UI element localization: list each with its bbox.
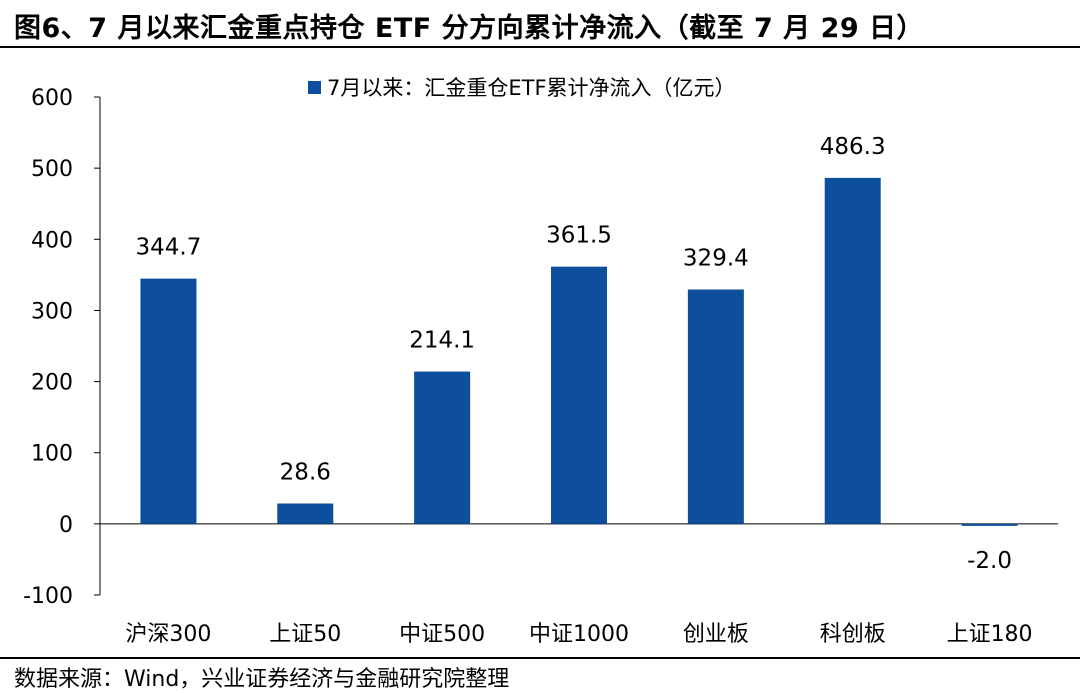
- bar: [687, 289, 744, 524]
- y-tick-label: -100: [23, 584, 73, 609]
- bar: [277, 503, 334, 524]
- y-tick-label: 0: [59, 513, 73, 538]
- x-tick-label: 中证500: [399, 622, 485, 647]
- chart-legend: 7月以来：汇金重仓ETF累计净流入（亿元）: [308, 76, 736, 100]
- x-tick-label: 上证180: [947, 622, 1033, 647]
- bar: [961, 523, 1018, 526]
- bar: [551, 266, 607, 524]
- bar-value-label: 28.6: [280, 460, 331, 486]
- bar-value-label: -2.0: [967, 548, 1012, 574]
- source-rule: [0, 657, 1080, 659]
- bar-chart: 7月以来：汇金重仓ETF累计净流入（亿元） -100 0 100 200 300 400 5…: [23, 76, 1058, 647]
- source-note: 数据来源：Wind，兴业证券经济与金融研究院整理: [14, 667, 510, 692]
- bar-series: [140, 177, 1018, 526]
- title-rule: [0, 46, 1080, 48]
- figure-title: 图6、7 月以来汇金重点持仓 ETF 分方向累计净流入（截至 7 月 29 日）: [14, 13, 925, 44]
- y-tick-label: 600: [31, 86, 73, 111]
- bar-value-label: 361.5: [546, 223, 612, 249]
- y-tick-label: 200: [31, 371, 73, 396]
- y-tick-label: 500: [31, 157, 73, 182]
- bar-value-label: 344.7: [135, 235, 201, 261]
- y-tick-label: 400: [31, 228, 73, 253]
- legend-swatch: [308, 81, 321, 94]
- data-labels: 344.7 28.6 214.1 361.5 329.4 486.3 -2.0: [135, 134, 1012, 574]
- bar-value-label: 486.3: [820, 134, 886, 160]
- legend-label: 7月以来：汇金重仓ETF累计净流入（亿元）: [327, 76, 736, 100]
- bar: [140, 278, 197, 524]
- y-axis: -100 0 100 200 300 400 500 600: [23, 86, 101, 609]
- x-tick-label: 创业板: [683, 622, 749, 647]
- bar-value-label: 214.1: [409, 328, 475, 354]
- bar-value-label: 329.4: [683, 246, 749, 272]
- x-tick-label: 中证1000: [529, 622, 629, 647]
- y-tick-label: 300: [31, 299, 73, 324]
- x-tick-label: 科创板: [820, 622, 886, 647]
- x-axis: 沪深300 上证50 中证500 中证1000 创业板 科创板 上证180: [100, 523, 1058, 647]
- x-tick-label: 上证50: [269, 622, 341, 647]
- y-tick-label: 100: [31, 442, 73, 467]
- x-tick-label: 沪深300: [125, 622, 211, 647]
- bar: [824, 177, 881, 524]
- bar: [414, 371, 471, 524]
